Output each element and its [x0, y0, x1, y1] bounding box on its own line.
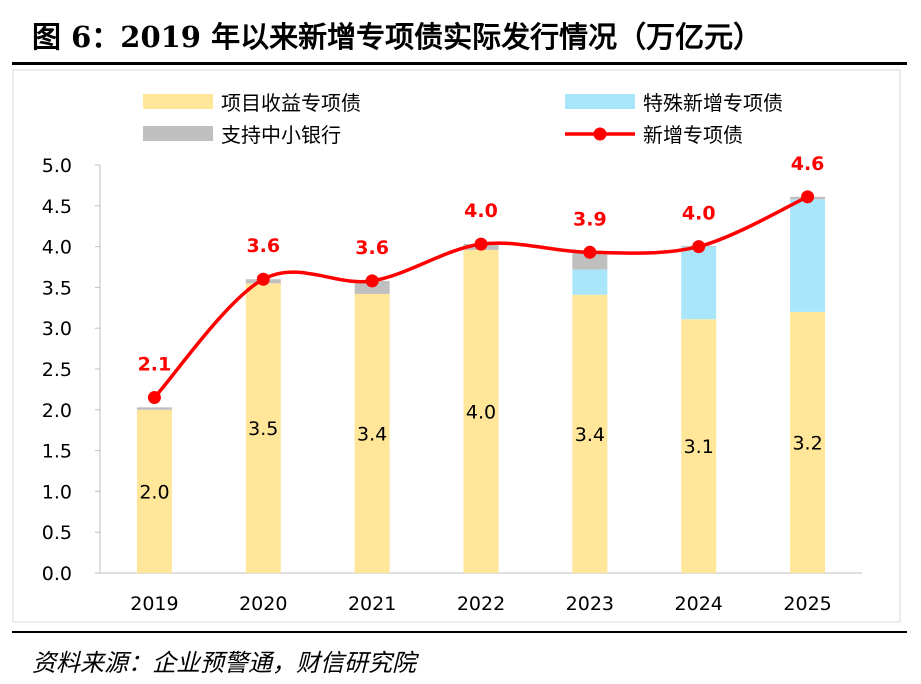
- x-tick-label: 2020: [239, 593, 287, 615]
- source-note: 资料来源：企业预警通，财信研究院: [32, 649, 416, 677]
- bar-project: [463, 249, 499, 573]
- bar-special: [790, 199, 826, 312]
- bar-data-label: 3.4: [357, 423, 387, 445]
- chart-frame: [12, 69, 901, 623]
- bar-bank: [354, 280, 390, 294]
- title-rule: [12, 62, 907, 65]
- bar-bank: [572, 252, 608, 270]
- bar-data-label: 3.5: [248, 418, 278, 440]
- y-tick-label: 2.0: [42, 400, 72, 422]
- legend-swatch-marker: [593, 127, 607, 141]
- bar-data-label: 3.2: [792, 432, 822, 454]
- bar-project: [354, 293, 390, 573]
- bar-project: [136, 409, 172, 573]
- legend-label: 特殊新增专项债: [643, 91, 783, 115]
- bar-bank: [136, 407, 172, 410]
- bar-project: [790, 311, 826, 573]
- legend-label: 项目收益专项债: [221, 91, 361, 115]
- line-data-label: 4.0: [464, 200, 498, 222]
- bar-project: [572, 294, 608, 573]
- line-point: [365, 274, 379, 288]
- line-data-label: 3.9: [573, 208, 607, 230]
- y-tick-label: 3.0: [42, 318, 72, 340]
- x-tick-label: 2019: [130, 593, 178, 615]
- y-tick-label: 0.5: [42, 522, 72, 544]
- line-data-label: 4.6: [791, 153, 825, 175]
- legend-swatch: [143, 126, 213, 141]
- x-tick-label: 2022: [457, 593, 505, 615]
- source-rule: [12, 631, 907, 633]
- y-tick-label: 4.5: [42, 196, 72, 218]
- x-tick-label: 2024: [675, 593, 723, 615]
- x-tick-label: 2021: [348, 593, 396, 615]
- legend-swatch: [143, 94, 213, 109]
- bar-special: [572, 269, 608, 295]
- y-tick-label: 2.5: [42, 359, 72, 381]
- y-tick-label: 3.5: [42, 277, 72, 299]
- bar-data-label: 3.1: [684, 436, 714, 458]
- line-data-label: 2.1: [138, 354, 172, 376]
- y-tick-label: 0.0: [42, 563, 72, 585]
- line-data-label: 3.6: [246, 235, 280, 257]
- line-point: [474, 237, 488, 251]
- bar-data-label: 3.4: [575, 424, 605, 446]
- x-tick-label: 2023: [566, 593, 614, 615]
- x-tick-label: 2025: [783, 593, 831, 615]
- line-point: [147, 391, 161, 405]
- line-point: [692, 240, 706, 254]
- y-tick-label: 5.0: [42, 155, 72, 177]
- chart-title: 图 6：2019 年以来新增专项债实际发行情况（万亿元）: [32, 20, 763, 54]
- bar-data-label: 4.0: [466, 401, 496, 423]
- legend-label: 新增专项债: [643, 123, 743, 147]
- legend-label: 支持中小银行: [221, 123, 341, 147]
- bar-project: [681, 319, 717, 573]
- bar-special: [681, 246, 717, 320]
- line-data-label: 4.0: [682, 203, 716, 225]
- y-tick-label: 4.0: [42, 237, 72, 259]
- line-data-label: 3.6: [355, 237, 389, 259]
- y-tick-label: 1.5: [42, 441, 72, 463]
- line-point: [256, 272, 270, 286]
- bar-data-label: 2.0: [139, 481, 169, 503]
- line-point: [801, 190, 815, 204]
- bar-project: [245, 283, 281, 573]
- legend-swatch: [565, 94, 635, 109]
- line-point: [583, 245, 597, 259]
- y-tick-label: 1.0: [42, 481, 72, 503]
